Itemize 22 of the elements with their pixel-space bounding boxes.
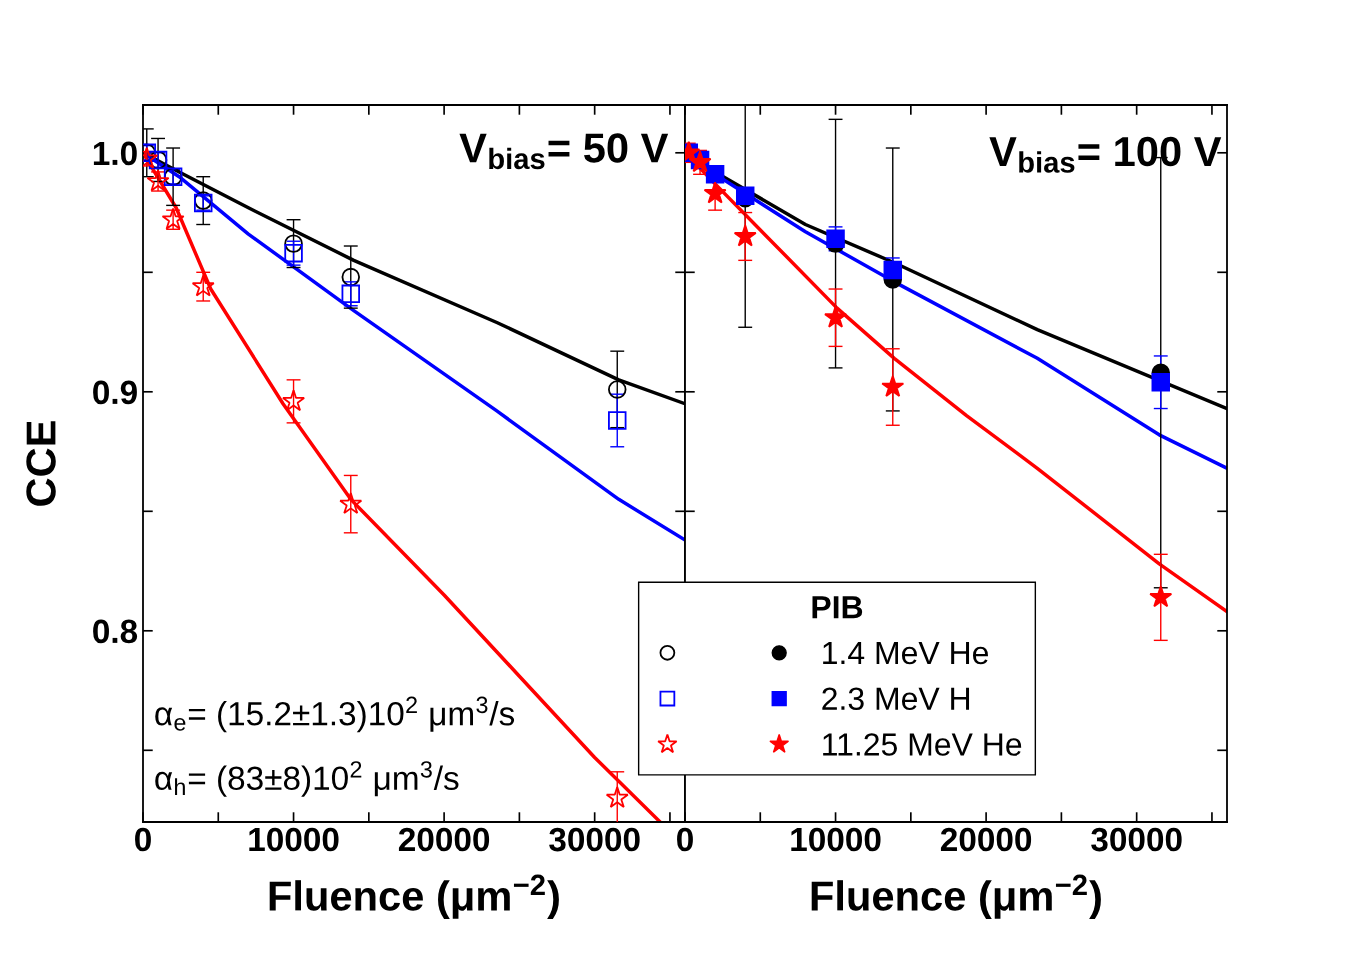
legend-label: 2.3 MeV H <box>822 687 970 711</box>
y-tick-label: 0.8 <box>93 619 138 644</box>
annotation: α$_{h}$= (83±8)10$^{2}$ μm$^{3}$/s <box>155 761 459 797</box>
x-tick-label: 20000 <box>398 827 490 852</box>
legend-label: 11.25 MeV He <box>823 733 1022 756</box>
annotation: V$_{bias}$= 100 V <box>989 136 1222 173</box>
x-tick-label: 0 <box>135 827 151 852</box>
annotation: α$_{e}$= (15.2±1.3)10$^{2}$ μm$^{3}$/s <box>155 696 515 733</box>
annotation: V$_{bias}$= 50 V <box>459 133 669 170</box>
x-axis-title: Fluence (μm$^{−2}$) <box>269 874 559 920</box>
x-tick-label: 20000 <box>940 827 1032 852</box>
x-tick-label: 30000 <box>549 827 640 852</box>
legend-label: 1.4 MeV He <box>823 642 988 665</box>
y-axis-title: CCE <box>26 421 56 506</box>
x-tick-label: 10000 <box>791 827 881 852</box>
x-tick-label: 0 <box>677 827 693 852</box>
x-axis-title: Fluence (μm$^{−2}$) <box>811 874 1101 920</box>
legend-title: PIB <box>812 596 863 619</box>
x-tick-label: 30000 <box>1091 827 1182 852</box>
y-tick-label: 0.9 <box>93 380 137 405</box>
y-tick-label: 1.0 <box>93 141 137 166</box>
x-tick-label: 10000 <box>249 827 339 852</box>
